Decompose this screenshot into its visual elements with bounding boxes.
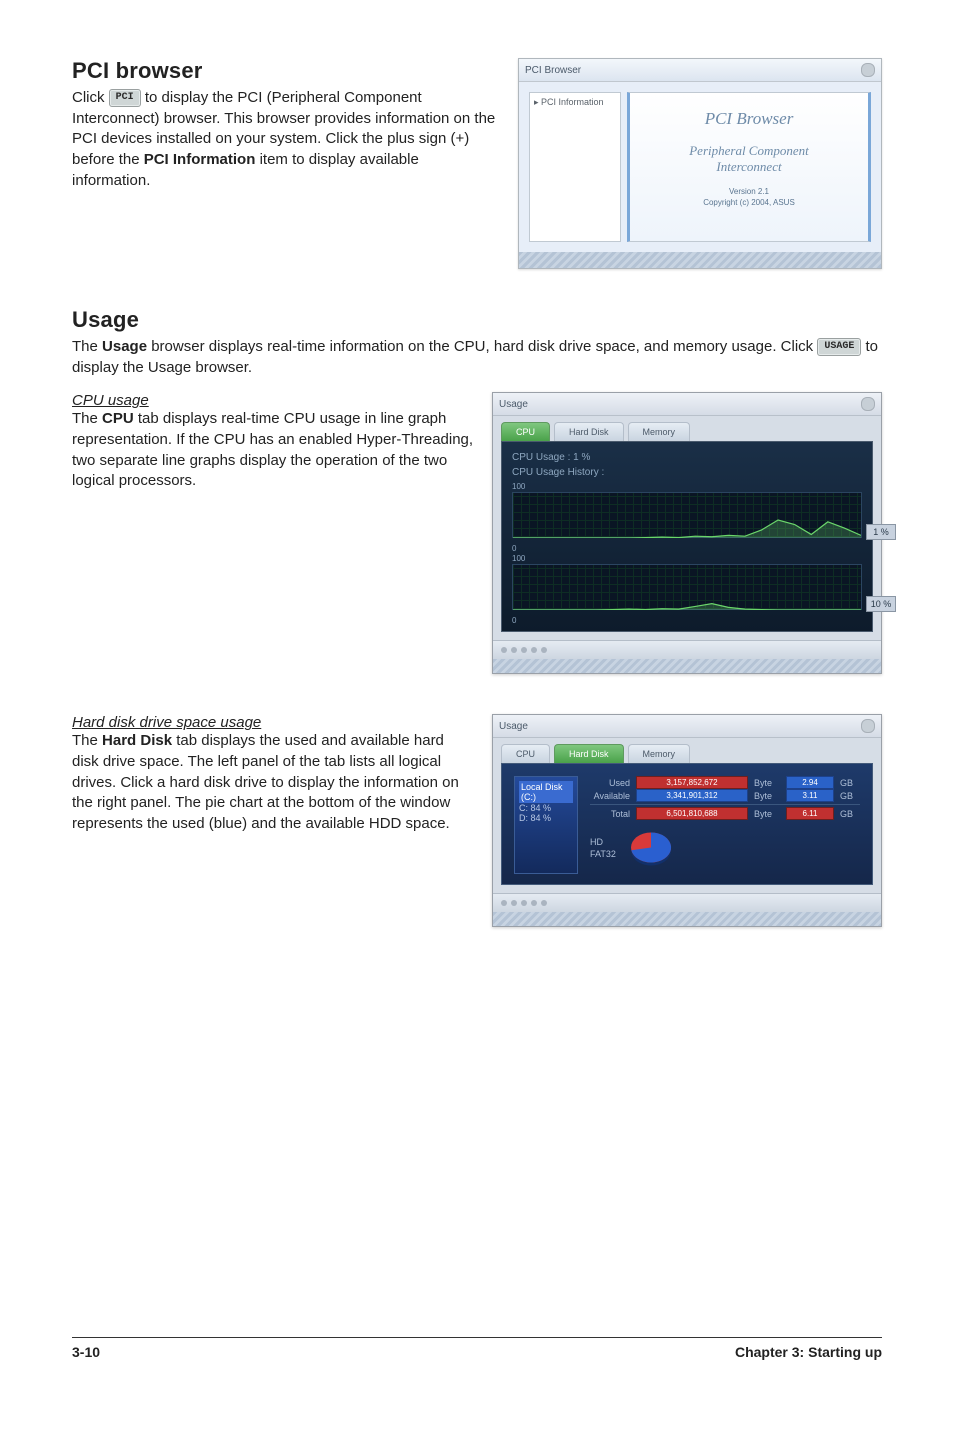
pci-chip-icon: PCI bbox=[109, 89, 141, 107]
pager-dots bbox=[493, 893, 881, 912]
usage-heading: Usage bbox=[72, 307, 882, 333]
cpu-usage-value-label: CPU Usage : 1 % bbox=[512, 452, 862, 463]
row-label: Total bbox=[590, 809, 630, 819]
tab-memory[interactable]: Memory bbox=[628, 422, 691, 441]
chapter-label: Chapter 3: Starting up bbox=[735, 1344, 882, 1360]
drive-list-item[interactable]: C: 84 % bbox=[519, 803, 551, 813]
tab-cpu[interactable]: CPU bbox=[501, 422, 550, 441]
cpu-p-1: The bbox=[72, 410, 102, 427]
pci-p-bold: PCI Information bbox=[144, 151, 256, 168]
row-end-bar: 3.11 bbox=[786, 789, 834, 802]
cpu-graph-1 bbox=[512, 492, 862, 538]
drive-list[interactable]: Local Disk (C:) C: 84 % D: 84 % bbox=[514, 776, 578, 874]
hdd-win-title: Usage bbox=[499, 721, 528, 732]
pci-paragraph: Click PCI to display the PCI (Peripheral… bbox=[72, 88, 500, 191]
pci-panel-mid1: Peripheral Component bbox=[689, 143, 809, 158]
tab-harddisk[interactable]: Hard Disk bbox=[554, 744, 624, 763]
pci-tree[interactable]: ▸ PCI Information bbox=[529, 92, 621, 242]
pci-panel-mid2: Interconnect bbox=[716, 159, 781, 174]
pci-heading: PCI browser bbox=[72, 58, 500, 84]
cpu-win-title: Usage bbox=[499, 399, 528, 410]
hdd-usage-subhead: Hard disk drive space usage bbox=[72, 714, 474, 731]
pager-dots bbox=[493, 640, 881, 659]
divider bbox=[590, 804, 860, 805]
pci-panel-version: Version 2.1 bbox=[729, 187, 769, 196]
usage-intro-2: browser displays real-time information o… bbox=[151, 338, 817, 355]
pci-panel-copy: Copyright (c) 2004, ASUS bbox=[703, 198, 795, 207]
drive-list-item[interactable]: D: 84 % bbox=[519, 813, 551, 823]
usage-intro: The Usage browser displays real-time inf… bbox=[72, 337, 882, 378]
window-resize-stripes bbox=[519, 252, 881, 268]
row-end-bar: 2.94 bbox=[786, 776, 834, 789]
cpu-usage-para: The CPU tab displays real-time CPU usage… bbox=[72, 409, 474, 492]
pie-label-2: FAT32 bbox=[590, 849, 616, 859]
cpu-graph-1-val: 1 % bbox=[866, 524, 896, 540]
window-resize-stripes bbox=[493, 912, 881, 926]
cpu-p-b: CPU bbox=[102, 410, 134, 427]
hd-p-b: Hard Disk bbox=[102, 732, 172, 749]
row-bar: 3,157,852,672 bbox=[636, 776, 748, 789]
close-icon[interactable] bbox=[861, 719, 875, 733]
cpu-usage-window: Usage CPU Hard Disk Memory CPU Usage : 1… bbox=[492, 392, 882, 674]
close-icon[interactable] bbox=[861, 63, 875, 77]
hdd-bar-row: Total 6,501,810,688 Byte 6.11 GB bbox=[590, 807, 860, 820]
pci-panel-title: PCI Browser bbox=[705, 109, 794, 129]
hdd-bar-row: Used 3,157,852,672 Byte 2.94 GB bbox=[590, 776, 860, 789]
row-end-unit: GB bbox=[840, 778, 860, 788]
row-label: Used bbox=[590, 778, 630, 788]
page-number: 3-10 bbox=[72, 1344, 100, 1360]
row-unit: Byte bbox=[754, 809, 780, 819]
pie-label-1: HD bbox=[590, 837, 603, 847]
tab-harddisk[interactable]: Hard Disk bbox=[554, 422, 624, 441]
hdd-bar-row: Available 3,341,901,312 Byte 3.11 GB bbox=[590, 789, 860, 802]
drive-list-selected[interactable]: Local Disk (C:) bbox=[519, 781, 573, 803]
hdd-usage-para: The Hard Disk tab displays the used and … bbox=[72, 731, 474, 834]
row-label: Available bbox=[590, 791, 630, 801]
tab-memory[interactable]: Memory bbox=[628, 744, 691, 763]
hdd-usage-window: Usage CPU Hard Disk Memory Local Disk (C… bbox=[492, 714, 882, 927]
usage-intro-b: Usage bbox=[102, 338, 147, 355]
row-unit: Byte bbox=[754, 791, 780, 801]
window-resize-stripes bbox=[493, 659, 881, 673]
row-unit: Byte bbox=[754, 778, 780, 788]
pci-info-panel: PCI Browser Peripheral Component Interco… bbox=[627, 92, 871, 242]
page-footer: 3-10 Chapter 3: Starting up bbox=[72, 1337, 882, 1360]
cpu-history-label: CPU Usage History : bbox=[512, 467, 862, 478]
pci-browser-window: PCI Browser ▸ PCI Information PCI Browse… bbox=[518, 58, 882, 269]
row-end-bar: 6.11 bbox=[786, 807, 834, 820]
usage-chip-icon: USAGE bbox=[817, 338, 861, 356]
row-end-unit: GB bbox=[840, 809, 860, 819]
tab-cpu[interactable]: CPU bbox=[501, 744, 550, 763]
row-bar: 6,501,810,688 bbox=[636, 807, 748, 820]
row-end-unit: GB bbox=[840, 791, 860, 801]
cpu-graph-2-val: 10 % bbox=[866, 596, 896, 612]
cpu-graph-2 bbox=[512, 564, 862, 610]
row-bar: 3,341,901,312 bbox=[636, 789, 748, 802]
pci-window-title: PCI Browser bbox=[525, 65, 581, 76]
close-icon[interactable] bbox=[861, 397, 875, 411]
hdd-pie-chart bbox=[624, 828, 678, 868]
pci-p-1: Click bbox=[72, 89, 109, 106]
hd-p-1: The bbox=[72, 732, 102, 749]
cpu-usage-subhead: CPU usage bbox=[72, 392, 474, 409]
usage-intro-1: The bbox=[72, 338, 102, 355]
